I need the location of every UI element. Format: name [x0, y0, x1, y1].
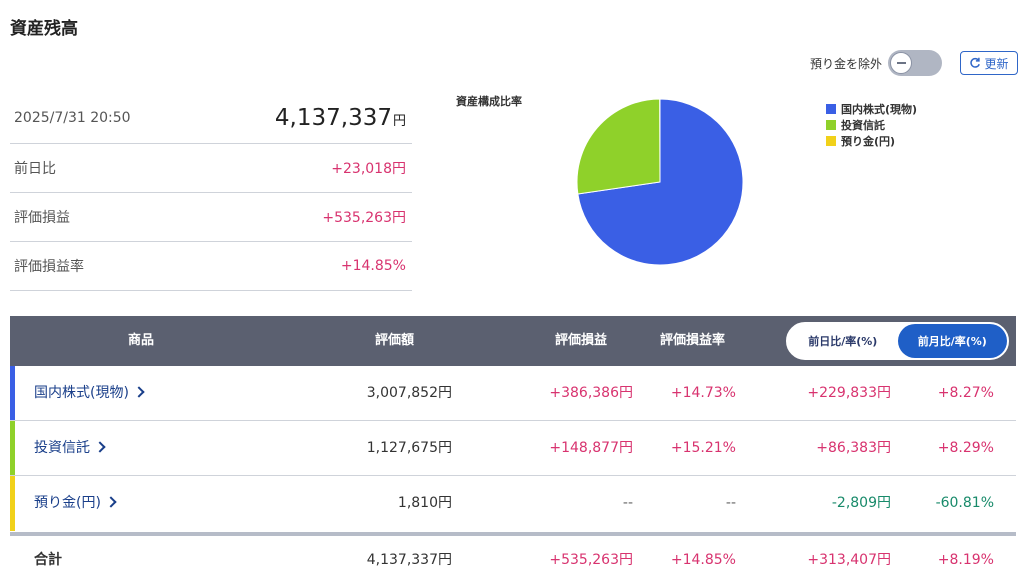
- product-name: 投資信託: [34, 440, 90, 456]
- cell-pl-rate: --: [726, 476, 736, 531]
- cell-change: -2,809円: [832, 476, 891, 531]
- summary-label: 前日比: [14, 158, 56, 178]
- product-name: 国内株式(現物): [34, 385, 129, 401]
- product-link[interactable]: 投資信託: [34, 421, 104, 476]
- period-toggle: 前日比/率(%) 前月比/率(%): [786, 322, 1009, 360]
- exclude-deposit-toggle[interactable]: [888, 50, 942, 76]
- cell-pl: --: [623, 476, 633, 531]
- asset-summary: 2025/7/31 20:50 4,137,337円 前日比 +23,018円 …: [10, 92, 412, 291]
- chart-title: 資産構成比率: [456, 93, 522, 109]
- legend-swatch: [826, 104, 836, 114]
- product-link[interactable]: 国内株式(現物): [34, 366, 143, 421]
- cell-change-rate: +8.29%: [938, 421, 994, 476]
- summary-value: +14.85%: [341, 258, 406, 274]
- summary-row-pl-rate: 評価損益率 +14.85%: [10, 242, 412, 291]
- cell-value: 1,810円: [398, 476, 452, 531]
- total-cell-pl-rate: +14.85%: [671, 536, 736, 584]
- pie-slice-2: [577, 99, 660, 194]
- header-value: 評価額: [375, 316, 414, 366]
- tab-month-change[interactable]: 前月比/率(%): [898, 324, 1008, 358]
- summary-row-pl: 評価損益 +535,263円: [10, 193, 412, 242]
- cell-change: +86,383円: [816, 421, 891, 476]
- summary-value: +23,018円: [331, 158, 406, 178]
- refresh-icon: [969, 57, 981, 69]
- total-value: 4,137,337円: [275, 105, 406, 131]
- chevron-right-icon: [94, 441, 105, 452]
- total-cell-pl: +535,263円: [549, 536, 633, 584]
- minus-icon: [897, 62, 906, 64]
- row-color-bar: [10, 476, 15, 531]
- toggle-knob: [890, 52, 912, 74]
- cell-pl-rate: +14.73%: [671, 366, 736, 421]
- timestamp: 2025/7/31 20:50: [14, 110, 131, 126]
- cell-change-rate: +8.27%: [938, 366, 994, 421]
- table-row: 預り金(円) 1,810円 -- -- -2,809円 -60.81%: [10, 476, 1016, 531]
- header-product: 商品: [128, 316, 154, 366]
- product-name: 預り金(円): [34, 495, 101, 511]
- legend-item: 国内株式(現物): [826, 101, 917, 117]
- total-value-unit: 円: [393, 114, 406, 129]
- page-title: 資産残高: [10, 14, 78, 39]
- asset-pie-chart: [574, 96, 746, 268]
- tab-day-change[interactable]: 前日比/率(%): [788, 324, 898, 358]
- summary-row-day-change: 前日比 +23,018円: [10, 144, 412, 193]
- cell-change-rate: -60.81%: [936, 476, 994, 531]
- product-link[interactable]: 預り金(円): [34, 476, 115, 531]
- row-color-bar: [10, 421, 15, 475]
- summary-label: 評価損益: [14, 207, 70, 227]
- total-cell-value: 4,137,337円: [367, 536, 452, 584]
- summary-label: 評価損益率: [14, 256, 84, 276]
- legend-label: 預り金(円): [841, 133, 895, 149]
- cell-pl: +386,386円: [549, 366, 633, 421]
- cell-pl-rate: +15.21%: [671, 421, 736, 476]
- chart-legend: 国内株式(現物) 投資信託 預り金(円): [826, 101, 917, 149]
- total-cell-change-rate: +8.19%: [938, 536, 994, 584]
- chevron-right-icon: [105, 496, 116, 507]
- total-cell-change: +313,407円: [807, 536, 891, 584]
- summary-value: +535,263円: [322, 207, 406, 227]
- legend-label: 国内株式(現物): [841, 101, 917, 117]
- total-label: 合計: [34, 536, 62, 584]
- cell-value: 1,127,675円: [367, 421, 452, 476]
- legend-item: 投資信託: [826, 117, 917, 133]
- holdings-table-header: 商品 評価額 評価損益 評価損益率 前日比/率(%) 前月比/率(%): [10, 316, 1016, 366]
- exclude-deposit-toggle-group: 預り金を除外: [810, 50, 942, 76]
- exclude-deposit-label: 預り金を除外: [810, 55, 882, 72]
- legend-swatch: [826, 120, 836, 130]
- total-value-number: 4,137,337: [275, 105, 392, 131]
- cell-change: +229,833円: [807, 366, 891, 421]
- legend-item: 預り金(円): [826, 133, 917, 149]
- chevron-right-icon: [133, 386, 144, 397]
- refresh-label: 更新: [984, 55, 1008, 72]
- header-pl-rate: 評価損益率: [660, 316, 725, 366]
- legend-swatch: [826, 136, 836, 146]
- table-row: 国内株式(現物) 3,007,852円 +386,386円 +14.73% +2…: [10, 366, 1016, 421]
- cell-pl: +148,877円: [549, 421, 633, 476]
- legend-label: 投資信託: [841, 117, 885, 133]
- cell-value: 3,007,852円: [367, 366, 452, 421]
- table-total-row: 合計 4,137,337円 +535,263円 +14.85% +313,407…: [10, 536, 1016, 584]
- header-pl: 評価損益: [555, 316, 607, 366]
- table-row: 投資信託 1,127,675円 +148,877円 +15.21% +86,38…: [10, 421, 1016, 476]
- row-color-bar: [10, 366, 15, 420]
- refresh-button[interactable]: 更新: [960, 51, 1018, 75]
- summary-total-row: 2025/7/31 20:50 4,137,337円: [10, 92, 412, 144]
